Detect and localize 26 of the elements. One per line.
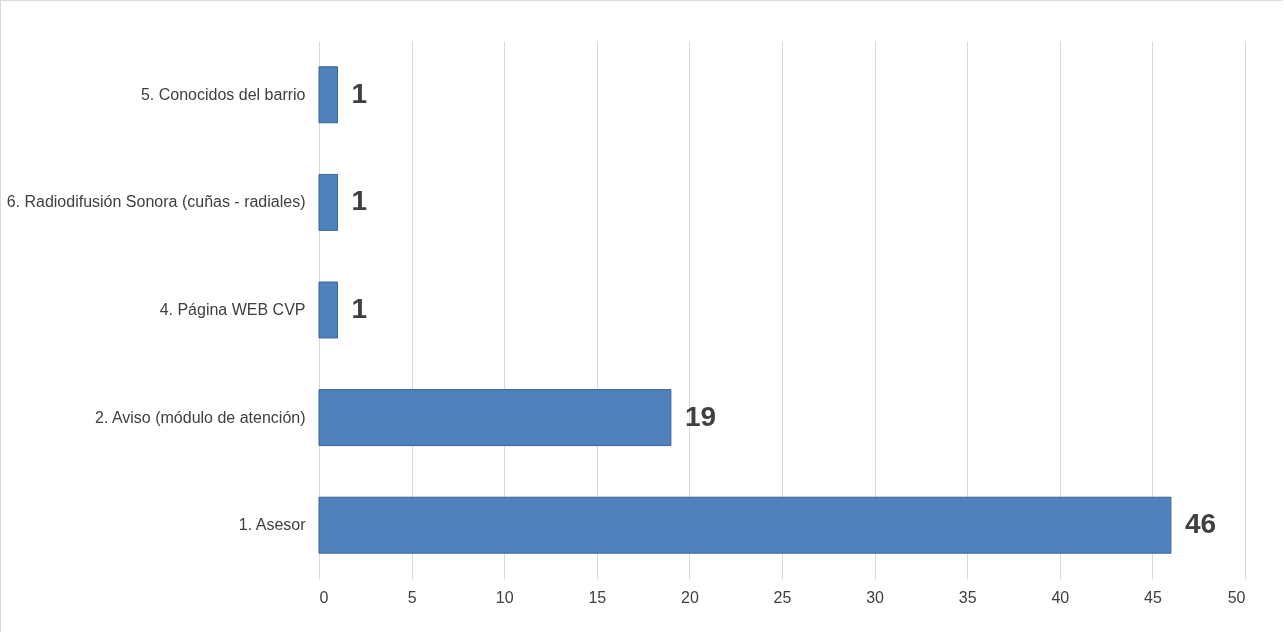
bar [318,389,672,447]
y-tick-label: 2. Aviso (módulo de atención) [95,408,306,426]
x-tick-label: 15 [588,588,607,606]
bar [318,281,339,339]
x-tick-label: 35 [958,588,977,606]
bar [318,496,1172,554]
x-tick-label: 10 [495,588,514,606]
x-tick-label: 30 [866,588,885,606]
y-tick-label: 4. Página WEB CVP [159,301,306,318]
x-tick-label: 0 [319,588,329,606]
y-tick-label: 5. Conocidos del barrio [140,85,306,103]
x-tick-label: 40 [1051,588,1070,606]
x-tick-label: 25 [773,588,792,606]
x-tick-label: 45 [1144,588,1162,606]
data-label: 46 [1184,508,1217,540]
bar [318,66,339,124]
x-tick-label: 5 [407,588,417,606]
bar [318,173,339,231]
x-tick-label: 50 [1227,588,1246,606]
data-label: 1 [351,293,368,324]
y-tick-label: 1. Asesor [238,516,307,534]
data-label: 1 [351,185,368,217]
x-tick-label: 20 [681,588,699,606]
y-tick-label: 6. Radiodifusión Sonora (cuñas - radiales) [6,193,306,211]
data-label: 1 [351,77,368,109]
data-label: 19 [684,400,717,432]
